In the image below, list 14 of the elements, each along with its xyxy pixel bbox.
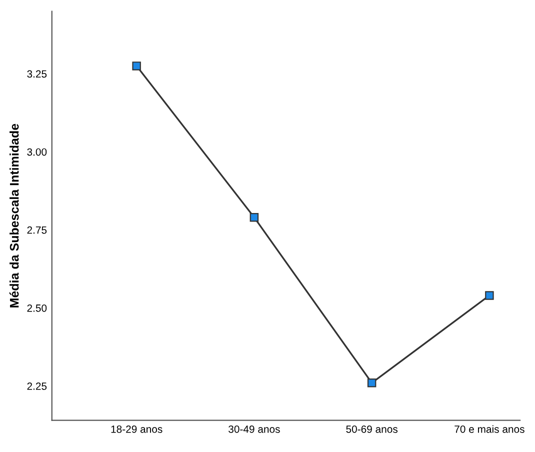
point <box>367 378 376 388</box>
point <box>132 62 141 70</box>
point <box>250 213 259 222</box>
x-tick-label: 18-29 anos <box>111 425 162 433</box>
y-tick-label: 2.50 <box>27 304 47 312</box>
x-tick-label: 30-49 anos <box>228 425 280 433</box>
x-tick-label: 70 e mais anos <box>454 425 524 433</box>
y-axis-title: Média da Subescala Intimidade <box>9 124 19 308</box>
x-tick-label: 50-69 anos <box>346 425 398 433</box>
y-tick-label: 2.25 <box>27 382 47 390</box>
y-tick-label: 3.25 <box>27 70 47 78</box>
y-tick-label: 3.00 <box>27 148 47 156</box>
point <box>485 291 494 300</box>
y-tick-label: 2.75 <box>27 226 47 234</box>
